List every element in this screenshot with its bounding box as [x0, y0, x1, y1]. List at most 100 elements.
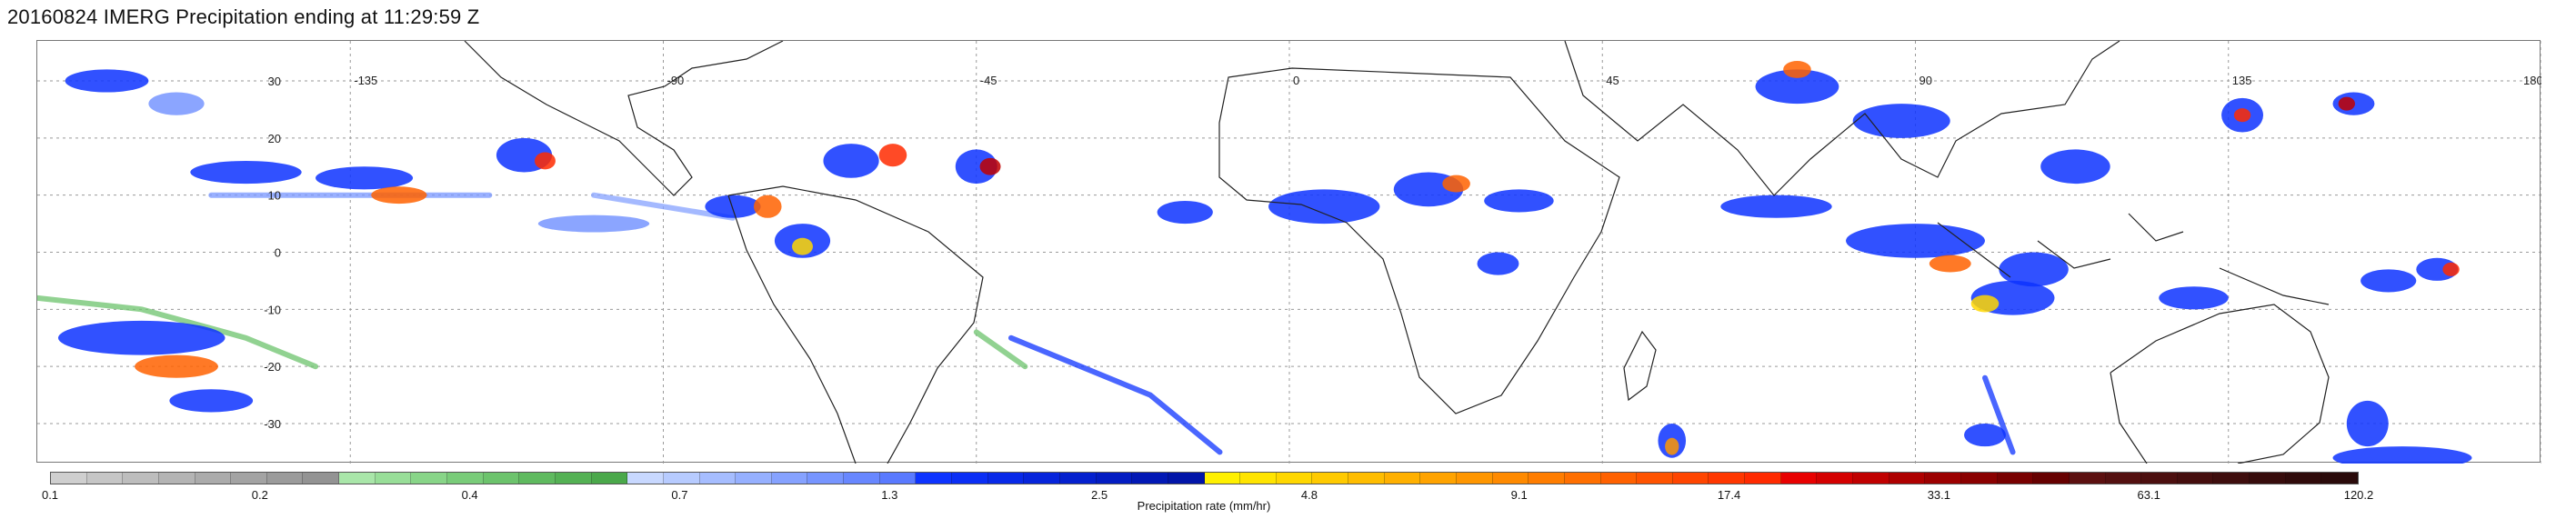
- colorbar-segment: [2321, 473, 2358, 484]
- colorbar-segment: [807, 473, 845, 484]
- colorbar-segment: [339, 473, 376, 484]
- precip-cell: [1964, 424, 2006, 447]
- colorbar-segment: [987, 473, 1025, 484]
- precip-cell: [1755, 69, 1839, 105]
- colorbar-tick-label: 9.1: [1510, 488, 1528, 502]
- precip-cell: [1999, 252, 2069, 287]
- precip-cell: [169, 389, 254, 413]
- precip-cell: [1268, 189, 1380, 225]
- colorbar-tick-label: 4.8: [1300, 488, 1318, 502]
- latitude-label: -10: [264, 303, 281, 316]
- precip-cell: [2332, 446, 2472, 464]
- colorbar-segment: [2250, 473, 2286, 484]
- precip-cell: [1442, 175, 1470, 193]
- colorbar-segment: [411, 473, 448, 484]
- colorbar-segment: [1925, 473, 1961, 484]
- colorbar-segment: [1997, 473, 2034, 484]
- colorbar-segment: [2033, 473, 2070, 484]
- colorbar-segment: [555, 473, 592, 484]
- coastline-asia: [1564, 41, 2120, 196]
- colorbar-segment: [771, 473, 808, 484]
- longitude-label: -45: [980, 74, 997, 87]
- colorbar-segment: [1600, 473, 1638, 484]
- colorbar-segment: [1168, 473, 1205, 484]
- colorbar-tick-label: 17.4: [1717, 488, 1741, 502]
- colorbar-segment: [1456, 473, 1493, 484]
- colorbar-segment: [1637, 473, 1673, 484]
- colorbar-segment: [375, 473, 412, 484]
- colorbar-segment: [1853, 473, 1889, 484]
- precipitation-map: -135 -90 -45 0 45 90 135 180 30 20 10 0 -10 -20 -30: [37, 41, 2541, 464]
- colorbar-segment: [483, 473, 520, 484]
- colorbar-tick-label: 120.2: [2343, 488, 2374, 502]
- colorbar-segment: [1276, 473, 1313, 484]
- latitude-label: 0: [275, 246, 281, 260]
- precip-cell: [1157, 200, 1213, 225]
- precip-cell: [57, 320, 226, 355]
- colorbar-tick-label: 0.1: [41, 488, 59, 502]
- longitude-label: -135: [354, 74, 377, 87]
- colorbar-segment: [86, 473, 124, 484]
- colorbar-segment: [1780, 473, 1818, 484]
- colorbar-segment: [736, 473, 772, 484]
- colorbar-segment: [844, 473, 880, 484]
- longitude-label: -90: [667, 74, 685, 87]
- precip-cell: [1852, 104, 1950, 138]
- precip-band: [973, 329, 1028, 370]
- precip-cell: [371, 186, 427, 205]
- colorbar-segment: [1312, 473, 1349, 484]
- colorbar-segment: [1348, 473, 1385, 484]
- colorbar-segment: [627, 473, 664, 484]
- precip-cell: [135, 354, 218, 378]
- longitude-label: 0: [1293, 74, 1299, 87]
- longitude-label: 135: [2232, 74, 2252, 87]
- precip-cell: [753, 195, 782, 218]
- longitude-label: 45: [1606, 74, 1619, 87]
- colorbar-segment: [2177, 473, 2214, 484]
- colorbar-segment: [1059, 473, 1097, 484]
- colorbar-segment: [123, 473, 159, 484]
- coastline-africa: [1218, 67, 1620, 414]
- colorbar-segment: [303, 473, 340, 484]
- colorbar-segment: [1745, 473, 1781, 484]
- latitude-label: 30: [268, 75, 281, 88]
- precip-cell: [878, 144, 907, 167]
- colorbar-segment: [879, 473, 917, 484]
- colorbar-segment: [591, 473, 628, 484]
- precip-band: [37, 294, 318, 370]
- map-frame: -135 -90 -45 0 45 90 135 180 30 20 10 0 -10 -20 -30: [36, 40, 2541, 464]
- colorbar-tick-label: 0.7: [671, 488, 688, 502]
- coastline-south-america: [727, 185, 984, 464]
- colorbar-segment: [1709, 473, 1746, 484]
- colorbar-tick-label: 2.5: [1091, 488, 1108, 502]
- precip-cell: [2338, 96, 2355, 111]
- precip-cell: [1720, 195, 1832, 218]
- colorbar-segment: [231, 473, 267, 484]
- precip-cell: [1846, 224, 1985, 258]
- latitude-label: 10: [268, 189, 281, 203]
- colorbar-segment: [2213, 473, 2250, 484]
- colorbar-tick-label: 33.1: [1927, 488, 1951, 502]
- coastline-north-america: [464, 41, 784, 196]
- precip-cell: [148, 92, 205, 115]
- colorbar-segment: [1096, 473, 1133, 484]
- precip-cell: [316, 166, 414, 190]
- colorbar-segment: [1132, 473, 1168, 484]
- colorbar-segment: [266, 473, 304, 484]
- colorbar-segment: [1492, 473, 1529, 484]
- colorbar-segment: [952, 473, 988, 484]
- colorbar-segment: [663, 473, 700, 484]
- colorbar-segment: [916, 473, 953, 484]
- precip-cell: [534, 152, 556, 170]
- precip-band: [1982, 374, 2016, 455]
- colorbar-segment: [1817, 473, 1854, 484]
- colorbar-segment: [1240, 473, 1277, 484]
- coastline-australia: [2110, 304, 2330, 464]
- precip-cell: [1665, 437, 1679, 455]
- colorbar-segment: [51, 473, 87, 484]
- latitude-label: -20: [264, 360, 281, 374]
- colorbar-segment: [1672, 473, 1709, 484]
- colorbar-tick-label: 63.1: [2137, 488, 2160, 502]
- colorbar-segment: [195, 473, 232, 484]
- precip-cell: [979, 157, 1001, 175]
